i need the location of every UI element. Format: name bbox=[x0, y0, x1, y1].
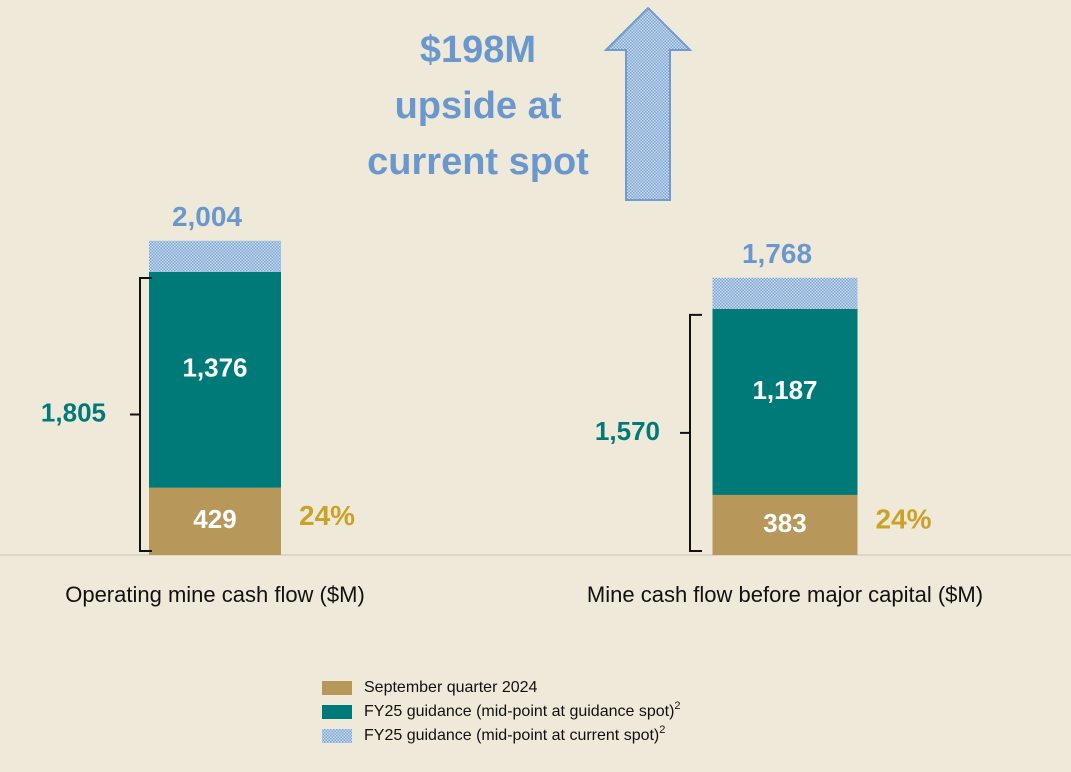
legend-label: FY25 guidance (mid-point at guidance spo… bbox=[364, 700, 681, 720]
value-label: 1,376 bbox=[182, 353, 247, 383]
legend-name: FY25 guidance (mid-point at guidance spo… bbox=[364, 703, 674, 720]
legend-name: September quarter 2024 bbox=[364, 679, 538, 696]
legend-swatch bbox=[322, 729, 352, 743]
percent-label: 24% bbox=[299, 500, 355, 531]
bar-segment bbox=[149, 240, 281, 272]
bar-segment bbox=[712, 308, 858, 495]
bar-segment bbox=[149, 487, 281, 555]
title-line: upside at bbox=[395, 85, 562, 127]
value-label: 383 bbox=[763, 508, 806, 538]
value-label: 429 bbox=[193, 504, 236, 534]
bracket bbox=[680, 313, 702, 552]
bracket-label: 1,805 bbox=[41, 397, 106, 427]
legend-footnote: 2 bbox=[674, 700, 680, 712]
bracket bbox=[130, 276, 152, 552]
category-label: Operating mine cash flow ($M) bbox=[65, 582, 365, 607]
title-line: current spot bbox=[367, 141, 589, 183]
bar-segment bbox=[712, 494, 858, 555]
legend-footnote: 2 bbox=[659, 724, 665, 736]
legend-swatch bbox=[322, 681, 352, 695]
legend-swatch bbox=[322, 705, 352, 719]
title-line: $198M bbox=[420, 29, 536, 71]
bar-segment bbox=[712, 277, 858, 309]
bracket-label: 1,570 bbox=[595, 416, 660, 446]
bar-segment bbox=[149, 271, 281, 488]
category-label: Mine cash flow before major capital ($M) bbox=[587, 582, 983, 607]
legend-label: FY25 guidance (mid-point at current spot… bbox=[364, 724, 665, 744]
total-label: 2,004 bbox=[172, 201, 242, 232]
percent-label: 24% bbox=[876, 503, 932, 534]
value-label: 1,187 bbox=[752, 375, 817, 405]
legend-name: FY25 guidance (mid-point at current spot… bbox=[364, 727, 659, 744]
legend-label: September quarter 2024 bbox=[364, 679, 538, 696]
upside-arrow bbox=[603, 6, 693, 201]
total-label: 1,768 bbox=[742, 238, 812, 269]
